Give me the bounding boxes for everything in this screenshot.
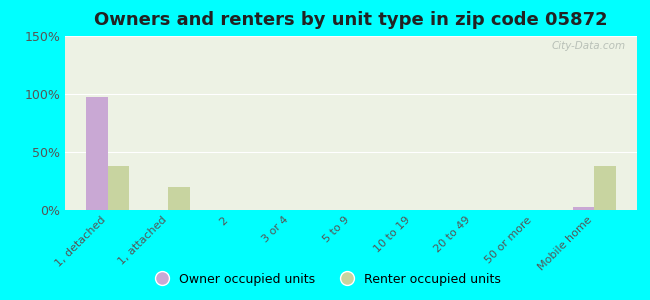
Legend: Owner occupied units, Renter occupied units: Owner occupied units, Renter occupied un… [144, 268, 506, 291]
Bar [108, 166, 129, 210]
Title: Owners and renters by unit type in zip code 05872: Owners and renters by unit type in zip c… [94, 11, 608, 29]
Bar [86, 98, 108, 210]
Text: City-Data.com: City-Data.com [551, 41, 625, 51]
Bar [168, 187, 190, 210]
Bar [594, 166, 616, 210]
Bar [573, 206, 594, 210]
